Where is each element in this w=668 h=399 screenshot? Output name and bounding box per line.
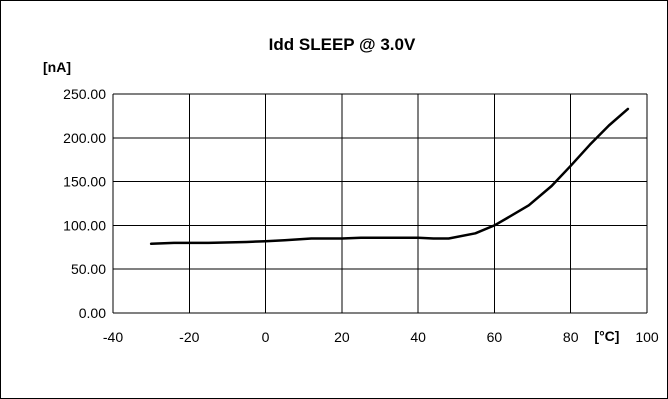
y-tick-label: 50.00: [71, 261, 106, 277]
x-tick-label: -40: [103, 329, 123, 345]
y-tick-label: 100.00: [63, 217, 106, 233]
x-tick-label: 0: [262, 329, 270, 345]
x-axis-unit-label: [°C]: [594, 328, 619, 344]
plot-area: 0.00 50.00 100.00 150.00 200.00 250.00 -40 -20 0…: [63, 86, 659, 345]
chart-title: Idd SLEEP @ 3.0V: [269, 35, 416, 54]
x-tick-label: -20: [179, 329, 199, 345]
y-tick-label: 200.00: [63, 130, 106, 146]
y-tick-label: 150.00: [63, 174, 106, 190]
x-tick-label: 80: [563, 329, 579, 345]
y-tick-label: 250.00: [63, 86, 106, 102]
idd-series-line: [149, 107, 630, 246]
y-axis-unit-label: [nA]: [43, 59, 71, 75]
x-tick-label: 20: [334, 329, 350, 345]
x-tick-label: 40: [410, 329, 426, 345]
y-tick-label: 0.00: [79, 305, 106, 321]
x-tick-label: 60: [487, 329, 503, 345]
x-tick-label: 100: [635, 329, 659, 345]
